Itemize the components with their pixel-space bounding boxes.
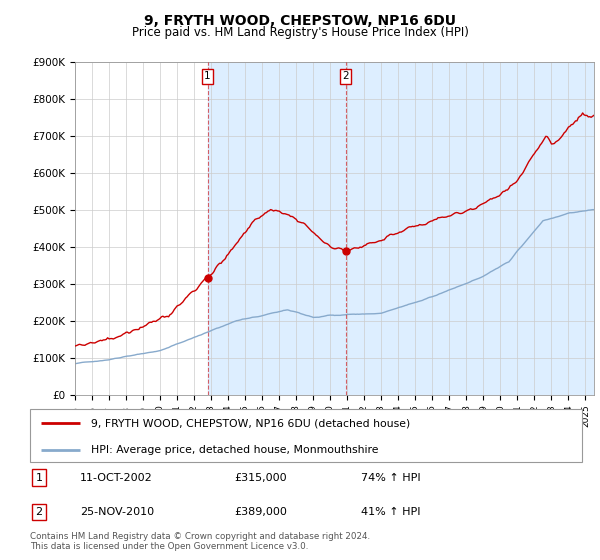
Text: Price paid vs. HM Land Registry's House Price Index (HPI): Price paid vs. HM Land Registry's House … <box>131 26 469 39</box>
Text: £315,000: £315,000 <box>234 473 287 483</box>
Text: 2: 2 <box>35 507 43 517</box>
Text: 11-OCT-2002: 11-OCT-2002 <box>80 473 152 483</box>
Text: 25-NOV-2010: 25-NOV-2010 <box>80 507 154 517</box>
Text: 9, FRYTH WOOD, CHEPSTOW, NP16 6DU (detached house): 9, FRYTH WOOD, CHEPSTOW, NP16 6DU (detac… <box>91 418 410 428</box>
Text: 2: 2 <box>342 72 349 81</box>
FancyBboxPatch shape <box>30 409 582 462</box>
Text: HPI: Average price, detached house, Monmouthshire: HPI: Average price, detached house, Monm… <box>91 445 378 455</box>
Text: 1: 1 <box>35 473 43 483</box>
Text: 74% ↑ HPI: 74% ↑ HPI <box>361 473 421 483</box>
Text: Contains HM Land Registry data © Crown copyright and database right 2024.
This d: Contains HM Land Registry data © Crown c… <box>30 532 370 552</box>
Text: 41% ↑ HPI: 41% ↑ HPI <box>361 507 421 517</box>
Text: 1: 1 <box>204 72 211 81</box>
Text: £389,000: £389,000 <box>234 507 287 517</box>
Bar <box>208 62 594 395</box>
Text: 9, FRYTH WOOD, CHEPSTOW, NP16 6DU: 9, FRYTH WOOD, CHEPSTOW, NP16 6DU <box>144 14 456 28</box>
